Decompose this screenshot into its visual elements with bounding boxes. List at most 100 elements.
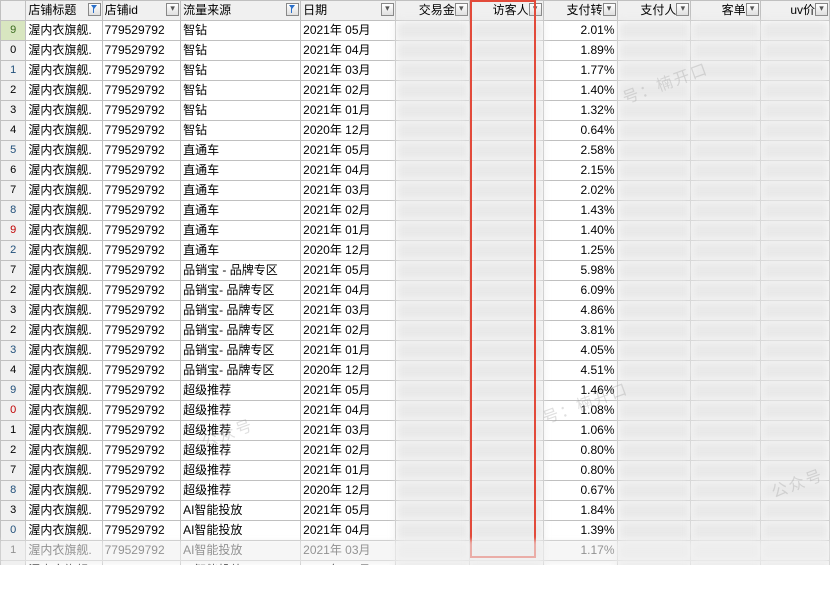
cell-amt[interactable] — [395, 201, 469, 221]
cell-id[interactable]: 779529792 — [102, 221, 181, 241]
cell-pay[interactable] — [617, 361, 691, 381]
cell-amt[interactable] — [395, 261, 469, 281]
cell-price[interactable] — [691, 341, 760, 361]
cell-id[interactable]: 779529792 — [102, 21, 181, 41]
cell-date[interactable]: 2021年 03月 — [301, 181, 396, 201]
row-number[interactable]: 2 — [1, 81, 26, 101]
cell-amt[interactable] — [395, 141, 469, 161]
cell-uv[interactable] — [760, 161, 829, 181]
cell-price[interactable] — [691, 401, 760, 421]
cell-src[interactable]: 品销宝 - 品牌专区 — [181, 261, 301, 281]
cell-vis[interactable] — [469, 201, 543, 221]
cell-conv[interactable]: 2.02% — [543, 181, 617, 201]
cell-src[interactable]: 直通车 — [181, 241, 301, 261]
col-header-date[interactable]: 日期 — [301, 1, 396, 21]
cell-amt[interactable] — [395, 501, 469, 521]
cell-shop[interactable]: 渥内衣旗舰. — [26, 261, 102, 281]
cell-date[interactable]: 2021年 04月 — [301, 521, 396, 541]
cell-vis[interactable] — [469, 521, 543, 541]
col-header-amt[interactable]: 交易金额 — [395, 1, 469, 21]
cell-date[interactable]: 2021年 05月 — [301, 141, 396, 161]
row-number[interactable]: 0 — [1, 401, 26, 421]
cell-date[interactable]: 2021年 04月 — [301, 161, 396, 181]
cell-shop[interactable]: 渥内衣旗舰. — [26, 421, 102, 441]
cell-vis[interactable] — [469, 221, 543, 241]
cell-price[interactable] — [691, 501, 760, 521]
cell-conv[interactable]: 1.77% — [543, 61, 617, 81]
cell-amt[interactable] — [395, 521, 469, 541]
cell-uv[interactable] — [760, 361, 829, 381]
cell-conv[interactable]: 0.67% — [543, 481, 617, 501]
cell-id[interactable]: 779529792 — [102, 61, 181, 81]
cell-conv[interactable]: 1.84% — [543, 501, 617, 521]
cell-shop[interactable]: 渥内衣旗舰. — [26, 341, 102, 361]
cell-conv[interactable]: 1.32% — [543, 101, 617, 121]
cell-shop[interactable]: 渥内衣旗舰. — [26, 101, 102, 121]
cell-price[interactable] — [691, 261, 760, 281]
cell-uv[interactable] — [760, 481, 829, 501]
cell-date[interactable]: 2020年 12月 — [301, 361, 396, 381]
row-number[interactable]: 8 — [1, 481, 26, 501]
cell-shop[interactable]: 渥内衣旗舰. — [26, 201, 102, 221]
row-number[interactable]: 9 — [1, 21, 26, 41]
cell-conv[interactable]: 0.80% — [543, 441, 617, 461]
row-number[interactable]: 2 — [1, 241, 26, 261]
cell-pay[interactable] — [617, 101, 691, 121]
cell-uv[interactable] — [760, 301, 829, 321]
cell-pay[interactable] — [617, 201, 691, 221]
cell-id[interactable]: 779529792 — [102, 341, 181, 361]
cell-id[interactable]: 779529792 — [102, 441, 181, 461]
cell-date[interactable]: 2021年 04月 — [301, 281, 396, 301]
row-number[interactable]: 1 — [1, 421, 26, 441]
cell-conv[interactable]: 2.15% — [543, 161, 617, 181]
cell-uv[interactable] — [760, 441, 829, 461]
cell-price[interactable] — [691, 461, 760, 481]
cell-date[interactable]: 2020年 12月 — [301, 121, 396, 141]
cell-src[interactable]: 直通车 — [181, 161, 301, 181]
cell-conv[interactable]: 4.51% — [543, 361, 617, 381]
cell-uv[interactable] — [760, 261, 829, 281]
cell-conv[interactable]: 1.46% — [543, 381, 617, 401]
cell-vis[interactable] — [469, 261, 543, 281]
cell-pay[interactable] — [617, 401, 691, 421]
cell-amt[interactable] — [395, 221, 469, 241]
cell-uv[interactable] — [760, 141, 829, 161]
cell-src[interactable]: 品销宝- 品牌专区 — [181, 281, 301, 301]
filter-button-icon[interactable] — [603, 3, 616, 16]
cell-pay[interactable] — [617, 41, 691, 61]
cell-amt[interactable] — [395, 321, 469, 341]
cell-pay[interactable] — [617, 341, 691, 361]
cell-amt[interactable] — [395, 281, 469, 301]
cell-pay[interactable] — [617, 321, 691, 341]
cell-pay[interactable] — [617, 441, 691, 461]
cell-amt[interactable] — [395, 41, 469, 61]
row-number[interactable]: 3 — [1, 101, 26, 121]
row-number[interactable]: 7 — [1, 461, 26, 481]
cell-shop[interactable]: 渥内衣旗舰. — [26, 441, 102, 461]
cell-uv[interactable] — [760, 381, 829, 401]
cell-price[interactable] — [691, 141, 760, 161]
cell-conv[interactable]: 0.64% — [543, 121, 617, 141]
filter-button-icon[interactable] — [166, 3, 179, 16]
cell-id[interactable]: 779529792 — [102, 361, 181, 381]
cell-price[interactable] — [691, 181, 760, 201]
cell-id[interactable]: 779529792 — [102, 181, 181, 201]
row-number[interactable]: 8 — [1, 201, 26, 221]
cell-src[interactable]: 品销宝- 品牌专区 — [181, 301, 301, 321]
cell-price[interactable] — [691, 301, 760, 321]
col-header-id[interactable]: 店铺id — [102, 1, 181, 21]
cell-date[interactable]: 2021年 03月 — [301, 301, 396, 321]
cell-date[interactable]: 2021年 04月 — [301, 401, 396, 421]
cell-id[interactable]: 779529792 — [102, 121, 181, 141]
cell-price[interactable] — [691, 481, 760, 501]
cell-date[interactable]: 2021年 02月 — [301, 81, 396, 101]
cell-id[interactable]: 779529792 — [102, 521, 181, 541]
filter-button-icon[interactable] — [529, 3, 542, 16]
col-header-pay[interactable]: 支付人数 — [617, 1, 691, 21]
cell-uv[interactable] — [760, 201, 829, 221]
cell-src[interactable]: 直通车 — [181, 181, 301, 201]
cell-src[interactable]: 超级推荐 — [181, 401, 301, 421]
cell-shop[interactable]: 渥内衣旗舰. — [26, 241, 102, 261]
cell-amt[interactable] — [395, 101, 469, 121]
cell-vis[interactable] — [469, 21, 543, 41]
